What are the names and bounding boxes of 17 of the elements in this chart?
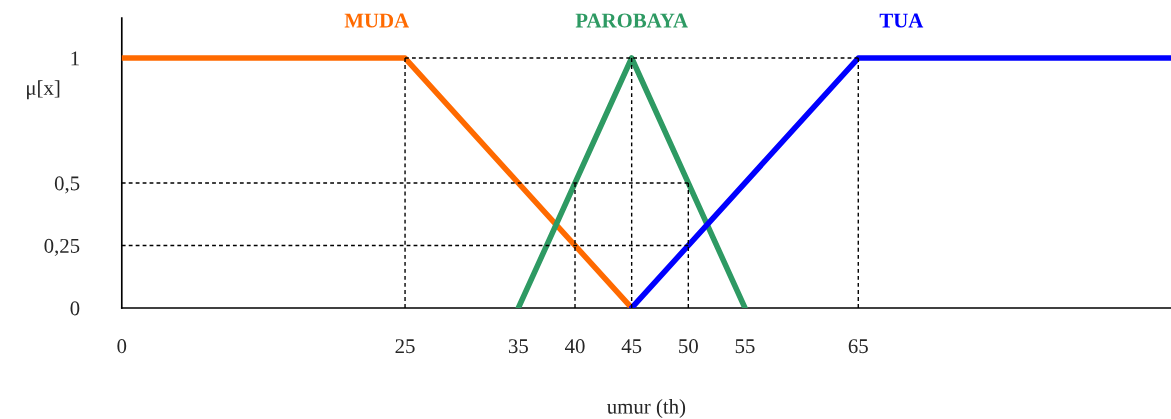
x-tick-label: 55 xyxy=(735,339,755,354)
y-tick-label: 0 xyxy=(70,301,80,316)
series-label: MUDA xyxy=(344,13,409,28)
y-axis-title: μ[x] xyxy=(27,80,60,100)
x-axis-title: umur (th) xyxy=(607,399,686,418)
x-tick-label: 0 xyxy=(117,339,127,354)
series-label: TUA xyxy=(879,13,924,28)
x-tick-label: 50 xyxy=(679,339,698,354)
x-tick-label: 65 xyxy=(848,339,868,354)
x-tick-label: 25 xyxy=(395,339,415,354)
x-tick-label: 35 xyxy=(508,339,528,354)
y-tick-label: 1 xyxy=(71,51,79,66)
x-tick-label: 45 xyxy=(621,339,642,354)
x-tick-label: 40 xyxy=(565,339,585,354)
series-label: PAROBAYA xyxy=(575,13,688,28)
y-tick-label: 0,25 xyxy=(44,238,80,256)
y-tick-label: 0,5 xyxy=(54,176,80,194)
